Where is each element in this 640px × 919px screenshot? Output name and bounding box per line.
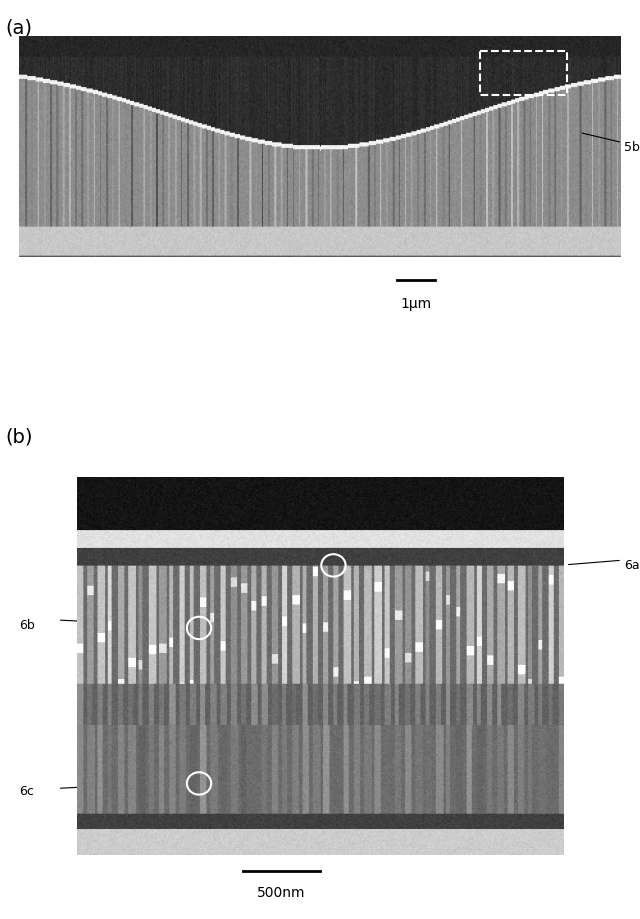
Text: 500nm: 500nm <box>257 885 306 899</box>
Bar <box>480 51 567 96</box>
Text: 6a: 6a <box>624 559 639 572</box>
Text: 6b: 6b <box>19 618 35 631</box>
Text: (b): (b) <box>5 427 33 446</box>
Text: 6c: 6c <box>19 784 34 797</box>
Text: 5b: 5b <box>624 141 640 153</box>
Text: 1μm: 1μm <box>401 297 431 311</box>
Text: (a): (a) <box>5 18 32 37</box>
